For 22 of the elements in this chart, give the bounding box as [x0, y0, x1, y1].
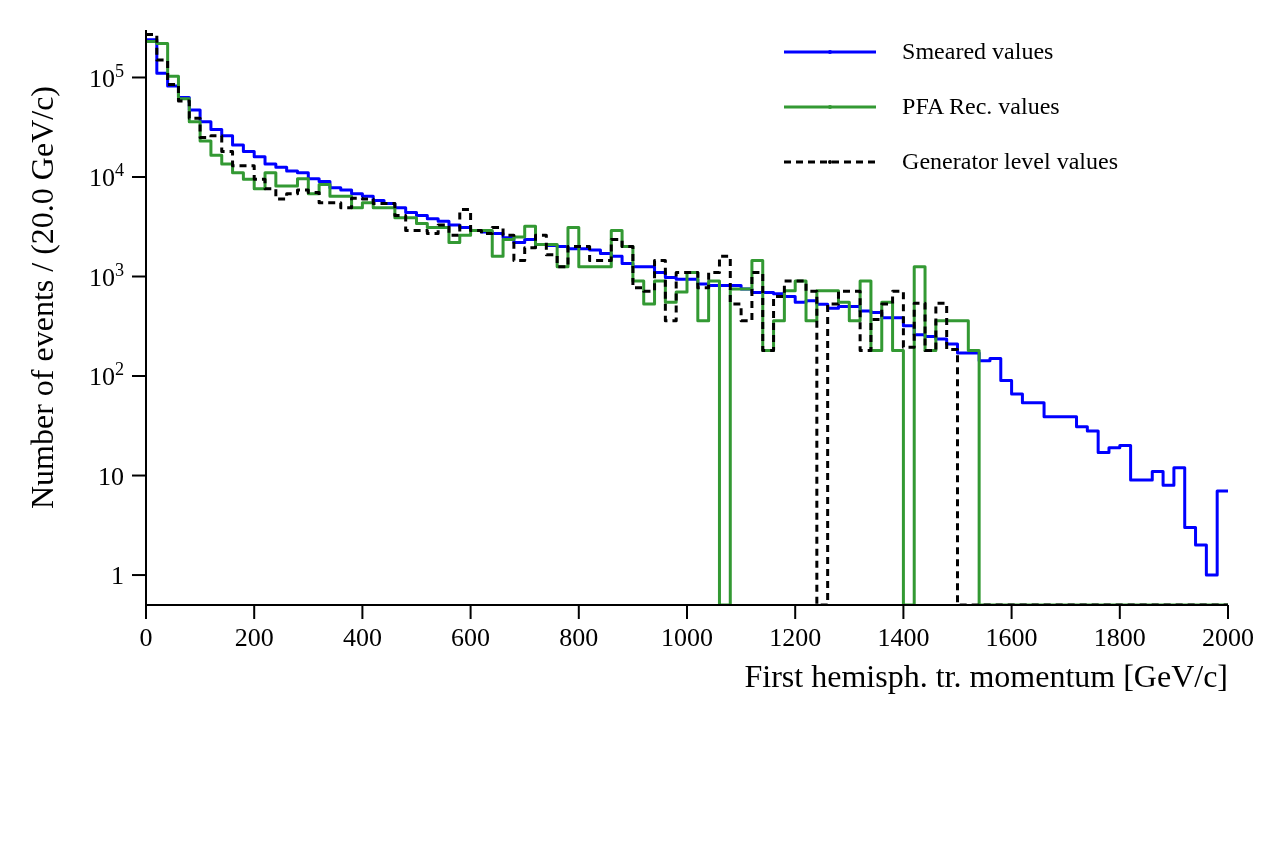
legend-label: Smeared values [902, 38, 1054, 65]
legend-label: Generator level values [902, 148, 1118, 175]
x-tick-label: 600 [451, 622, 491, 652]
legend-label: PFA Rec. values [902, 93, 1060, 120]
y-tick-label: 10$^{2}$ [88, 359, 124, 392]
x-tick-label: 1200 [769, 622, 822, 652]
x-axis-title: First hemisph. tr. momentum [GeV/c] [744, 658, 1228, 694]
y-tick-label: 10 [98, 461, 124, 491]
y-axis-title: Number of events / (20.0 GeV/c) [24, 86, 61, 509]
x-tick-label: 1600 [985, 622, 1038, 652]
x-tick-label: 200 [234, 622, 274, 652]
x-tick-label: 1800 [1093, 622, 1146, 652]
x-tick-label: 400 [342, 622, 382, 652]
y-tick-label: 10$^{4}$ [88, 160, 124, 193]
x-tick-label: 2000 [1202, 622, 1254, 652]
x-tick-label: 800 [559, 622, 599, 652]
y-tick-label: 10$^{5}$ [88, 60, 124, 93]
x-tick-label: 1400 [877, 622, 930, 652]
y-tick-label: 1 [111, 561, 124, 591]
x-tick-label: 1000 [661, 622, 713, 652]
y-tick-label: 10$^{3}$ [88, 259, 124, 292]
x-tick-label: 0 [139, 622, 153, 652]
